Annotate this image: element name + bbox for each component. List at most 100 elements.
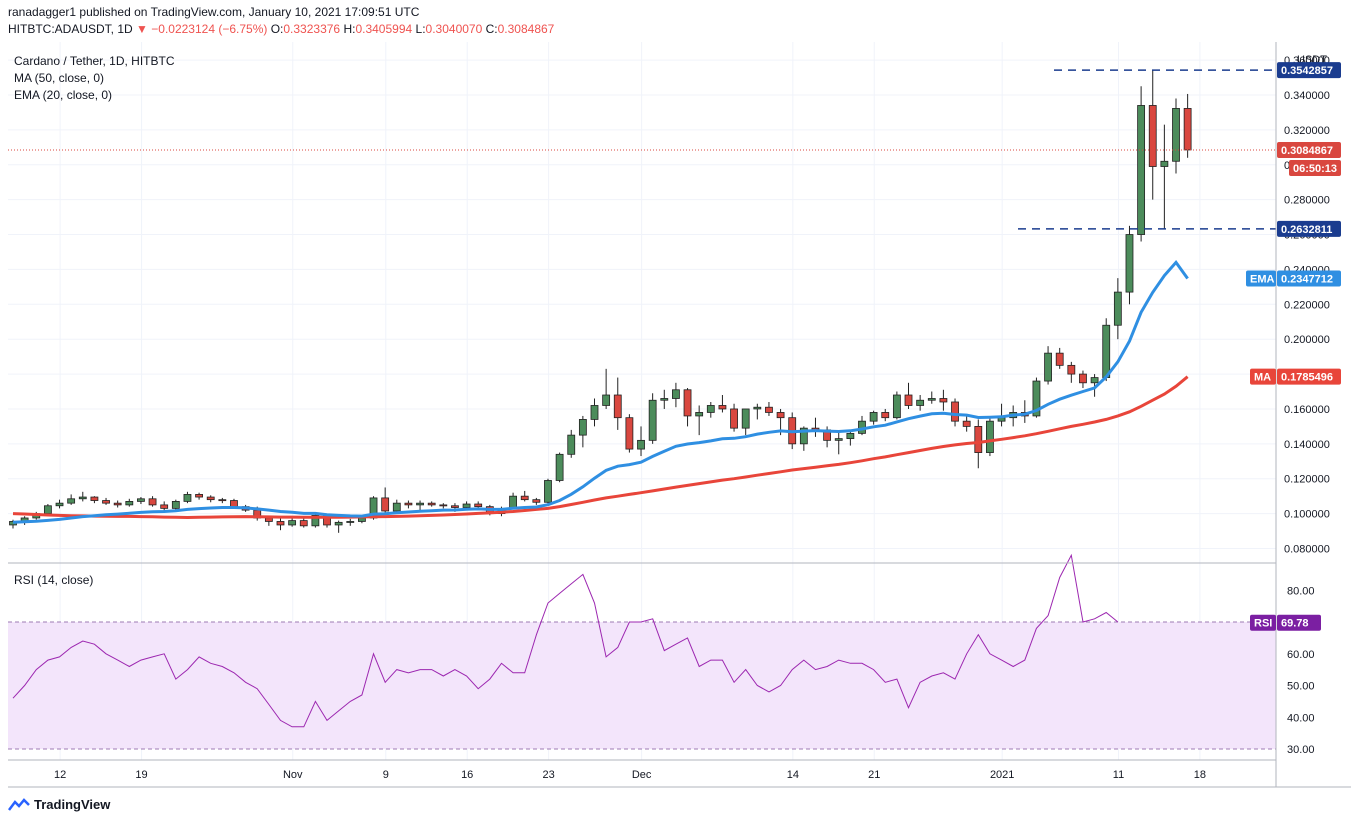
close-label: C: <box>485 22 498 36</box>
price-axis: 0.080000 0.100000 0.120000 0.140000 0.160000… <box>1284 55 1330 555</box>
candle-up <box>78 496 87 500</box>
candle-down <box>381 497 390 512</box>
candle-up <box>590 405 599 420</box>
price-tag: 0.3084867 <box>1281 145 1333 157</box>
resistance-tag-bg <box>1277 62 1341 79</box>
time-tick-label: Dec <box>632 769 652 781</box>
candle-down <box>276 521 285 526</box>
ma-value-tag-bg <box>1277 368 1341 385</box>
tradingview-logo-icon <box>8 797 30 811</box>
price-tick-label: 0.280000 <box>1284 195 1330 207</box>
candle-up <box>695 412 704 417</box>
tradingview-logo[interactable]: TradingView <box>8 797 110 812</box>
high-label: H: <box>343 22 356 36</box>
candle-up <box>137 498 145 502</box>
time-tick-label: 16 <box>461 769 473 781</box>
low-value: 0.3040070 <box>425 22 483 36</box>
candle-up <box>927 398 936 401</box>
candle-down <box>230 500 238 508</box>
rsi-tick-label: 60.00 <box>1287 649 1315 661</box>
rsi-line <box>12 553 1119 728</box>
candle-down <box>532 499 541 503</box>
price-tick-label: 0.320000 <box>1284 125 1330 137</box>
close-value: 0.3084867 <box>497 22 555 36</box>
ema-value-tag: 0.2347712 <box>1281 274 1333 286</box>
candle-up <box>799 427 808 445</box>
candle-down <box>451 505 459 508</box>
candle-down <box>404 502 413 506</box>
rsi-tick-label: 80.00 <box>1287 585 1315 597</box>
price-tick-label: 0.080000 <box>1284 544 1330 556</box>
candle-down <box>939 398 948 403</box>
legend-ma: MA (50, close, 0) <box>14 71 105 85</box>
time-tick-label: 14 <box>787 769 799 781</box>
candle-up <box>555 453 564 481</box>
candle-down <box>206 496 215 501</box>
candle-down <box>718 405 727 410</box>
candle-up <box>288 520 297 526</box>
candle-up <box>1044 352 1052 382</box>
price-tick-label: 0.140000 <box>1284 439 1330 451</box>
price-tick-label: 0.200000 <box>1284 334 1330 346</box>
grid <box>8 42 1276 760</box>
candle-up <box>1090 377 1099 384</box>
candle-down <box>148 498 157 506</box>
time-tick-label: Nov <box>283 769 303 781</box>
price-tags: USDT0.35428570.308486706:50:130.2632811E… <box>1246 54 1341 631</box>
ma-value-tag: 0.1785496 <box>1281 372 1333 384</box>
open-label: O: <box>270 22 284 36</box>
candle-up <box>672 389 680 399</box>
candle-up <box>311 514 320 527</box>
candle-up <box>171 501 180 509</box>
candle-up <box>1113 291 1122 326</box>
candle-up <box>1172 108 1180 162</box>
rsi-legend: RSI (14, close) <box>14 573 94 587</box>
candle-down <box>1148 105 1157 167</box>
candle-down <box>730 408 738 429</box>
chart-legend: Cardano / Tether, 1D, HITBTC MA (50, clo… <box>14 53 175 104</box>
change-value: −0.0223124 (−6.75%) <box>151 22 268 36</box>
candle-down <box>1067 364 1076 375</box>
time-tick-label: 23 <box>542 769 554 781</box>
ema-name-tag: EMA <box>1250 274 1275 286</box>
support-tag: 0.2632811 <box>1281 224 1332 236</box>
candle-down <box>102 500 110 504</box>
candle-up <box>357 517 366 522</box>
candle-up <box>125 501 134 506</box>
candle-down <box>881 412 890 419</box>
candle-up <box>544 480 552 503</box>
candle-up <box>346 521 355 523</box>
candle-up <box>67 498 76 504</box>
ma-name-tag-bg <box>1250 368 1276 385</box>
low-label: L: <box>415 22 426 36</box>
candle-up <box>1102 324 1111 378</box>
candle-down <box>1055 352 1064 366</box>
time-tick-label: 21 <box>868 769 880 781</box>
candle-down <box>218 499 227 502</box>
ma-name-tag: MA <box>1254 372 1271 384</box>
candle-down <box>1183 108 1192 151</box>
levels <box>8 69 1276 230</box>
candle-down <box>160 504 169 509</box>
candle-up <box>916 399 925 406</box>
candle-up <box>892 394 901 419</box>
candle-down <box>962 420 971 427</box>
rsi-name-tag-bg <box>1250 614 1276 631</box>
publisher-text: ranadagger1 published on TradingView.com… <box>8 5 420 19</box>
candle-up <box>43 505 52 515</box>
time-tick-label: 11 <box>1113 769 1124 781</box>
candle-down <box>90 496 99 501</box>
candle-up <box>392 502 401 512</box>
candle-up <box>986 420 994 453</box>
rsi-tick-label: 40.00 <box>1287 712 1315 724</box>
candle-down <box>904 394 913 406</box>
price-tick-label: 0.120000 <box>1284 474 1330 486</box>
publisher-line: ranadagger1 published on TradingView.com… <box>8 5 419 19</box>
candle-down <box>625 417 634 450</box>
time-axis: 12 19 Nov 9 16 23 Dec 14 21 2021 11 18 <box>54 769 1206 781</box>
candle-up <box>1125 234 1134 293</box>
countdown-tag: 06:50:13 <box>1293 163 1337 175</box>
price-tick-label: 0.340000 <box>1284 90 1330 102</box>
